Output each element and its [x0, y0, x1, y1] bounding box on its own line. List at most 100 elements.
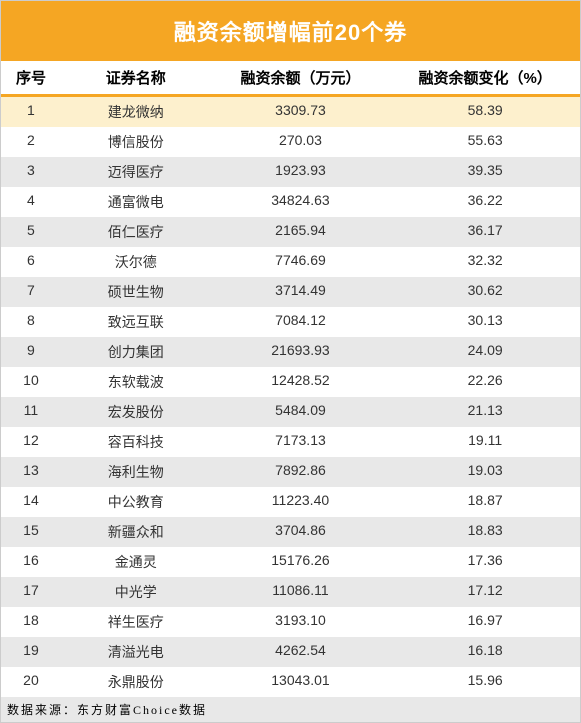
cell-balance: 11086.11	[211, 582, 391, 602]
cell-name: 清溢光电	[61, 642, 211, 662]
cell-change: 39.35	[390, 162, 580, 182]
table-title: 融资余额增幅前20个券	[1, 1, 580, 61]
cell-change: 17.36	[390, 552, 580, 572]
cell-index: 7	[1, 282, 61, 302]
cell-change: 24.09	[390, 342, 580, 362]
cell-name: 东软载波	[61, 372, 211, 392]
cell-name: 建龙微纳	[61, 102, 211, 122]
cell-index: 15	[1, 522, 61, 542]
cell-balance: 7173.13	[211, 432, 391, 452]
cell-index: 9	[1, 342, 61, 362]
cell-change: 58.39	[390, 102, 580, 122]
cell-name: 致远互联	[61, 312, 211, 332]
cell-name: 宏发股份	[61, 402, 211, 422]
cell-balance: 5484.09	[211, 402, 391, 422]
table-row: 15新疆众和3704.8618.83	[1, 517, 580, 547]
table-row: 8致远互联7084.1230.13	[1, 307, 580, 337]
cell-name: 通富微电	[61, 192, 211, 212]
table-row: 7硕世生物3714.4930.62	[1, 277, 580, 307]
cell-name: 佰仁医疗	[61, 222, 211, 242]
cell-index: 10	[1, 372, 61, 392]
table-row: 18祥生医疗3193.1016.97	[1, 607, 580, 637]
cell-balance: 12428.52	[211, 372, 391, 392]
cell-balance: 3193.10	[211, 612, 391, 632]
cell-balance: 21693.93	[211, 342, 391, 362]
cell-name: 迈得医疗	[61, 162, 211, 182]
cell-balance: 3704.86	[211, 522, 391, 542]
cell-name: 沃尔德	[61, 252, 211, 272]
cell-change: 30.62	[390, 282, 580, 302]
cell-balance: 3714.49	[211, 282, 391, 302]
cell-balance: 15176.26	[211, 552, 391, 572]
cell-index: 20	[1, 672, 61, 692]
cell-change: 19.03	[390, 462, 580, 482]
table-row: 2博信股份270.0355.63	[1, 127, 580, 157]
cell-name: 金通灵	[61, 552, 211, 572]
cell-index: 13	[1, 462, 61, 482]
cell-name: 中光学	[61, 582, 211, 602]
cell-change: 18.83	[390, 522, 580, 542]
table-row: 19清溢光电4262.5416.18	[1, 637, 580, 667]
table-row: 20永鼎股份13043.0115.96	[1, 667, 580, 697]
cell-change: 36.22	[390, 192, 580, 212]
cell-change: 22.26	[390, 372, 580, 392]
table-row: 5佰仁医疗2165.9436.17	[1, 217, 580, 247]
cell-change: 16.18	[390, 642, 580, 662]
cell-change: 15.96	[390, 672, 580, 692]
cell-index: 11	[1, 402, 61, 422]
cell-name: 新疆众和	[61, 522, 211, 542]
cell-index: 18	[1, 612, 61, 632]
table-row: 9创力集团21693.9324.09	[1, 337, 580, 367]
table-row: 11宏发股份5484.0921.13	[1, 397, 580, 427]
cell-change: 36.17	[390, 222, 580, 242]
cell-index: 3	[1, 162, 61, 182]
cell-index: 17	[1, 582, 61, 602]
data-source-footer: 数据来源：东方财富Choice数据	[1, 697, 580, 722]
table-row: 1建龙微纳3309.7358.39	[1, 97, 580, 127]
table-header-row: 序号 证券名称 融资余额（万元） 融资余额变化（%）	[1, 61, 580, 97]
cell-index: 1	[1, 102, 61, 122]
cell-balance: 1923.93	[211, 162, 391, 182]
cell-name: 祥生医疗	[61, 612, 211, 632]
cell-index: 5	[1, 222, 61, 242]
table-row: 13海利生物7892.8619.03	[1, 457, 580, 487]
table-row: 4通富微电34824.6336.22	[1, 187, 580, 217]
cell-balance: 13043.01	[211, 672, 391, 692]
cell-balance: 270.03	[211, 132, 391, 152]
cell-name: 创力集团	[61, 342, 211, 362]
cell-balance: 3309.73	[211, 102, 391, 122]
cell-name: 硕世生物	[61, 282, 211, 302]
cell-name: 容百科技	[61, 432, 211, 452]
header-index: 序号	[1, 67, 61, 88]
cell-change: 55.63	[390, 132, 580, 152]
cell-index: 16	[1, 552, 61, 572]
cell-change: 21.13	[390, 402, 580, 422]
table-row: 14中公教育11223.4018.87	[1, 487, 580, 517]
cell-change: 32.32	[390, 252, 580, 272]
cell-index: 4	[1, 192, 61, 212]
cell-index: 6	[1, 252, 61, 272]
cell-index: 14	[1, 492, 61, 512]
table-row: 3迈得医疗1923.9339.35	[1, 157, 580, 187]
cell-balance: 4262.54	[211, 642, 391, 662]
cell-balance: 7746.69	[211, 252, 391, 272]
cell-index: 12	[1, 432, 61, 452]
cell-balance: 7084.12	[211, 312, 391, 332]
cell-name: 永鼎股份	[61, 672, 211, 692]
cell-name: 博信股份	[61, 132, 211, 152]
table-container: 融资余额增幅前20个券 序号 证券名称 融资余额（万元） 融资余额变化（%） 1…	[0, 0, 581, 723]
cell-balance: 11223.40	[211, 492, 391, 512]
header-name: 证券名称	[61, 67, 211, 88]
cell-index: 19	[1, 642, 61, 662]
cell-change: 18.87	[390, 492, 580, 512]
cell-change: 17.12	[390, 582, 580, 602]
header-balance: 融资余额（万元）	[211, 67, 391, 88]
table-row: 12容百科技7173.1319.11	[1, 427, 580, 457]
cell-balance: 7892.86	[211, 462, 391, 482]
cell-change: 19.11	[390, 432, 580, 452]
table-row: 16金通灵15176.2617.36	[1, 547, 580, 577]
cell-name: 海利生物	[61, 462, 211, 482]
table-row: 17中光学11086.1117.12	[1, 577, 580, 607]
table-row: 6沃尔德7746.6932.32	[1, 247, 580, 277]
cell-balance: 34824.63	[211, 192, 391, 212]
